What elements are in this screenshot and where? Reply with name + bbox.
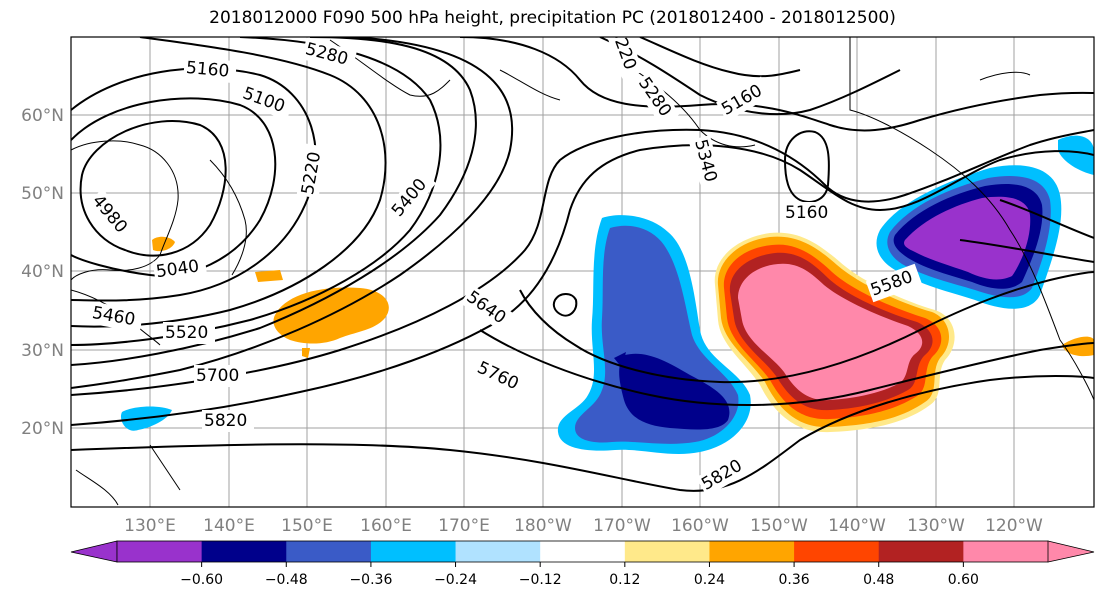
lon-label: 130°W: [907, 516, 965, 536]
colorbar-tick-label: −0.24: [434, 572, 477, 588]
colorbar-segment: [794, 541, 880, 562]
colorbar-tick-label: 0.24: [694, 572, 725, 588]
lon-label: 140°E: [203, 516, 255, 536]
height-contours: [71, 37, 1094, 492]
colorbar-segment: [286, 541, 372, 562]
lon-label: 160°E: [360, 516, 412, 536]
colorbar: −0.60 −0.48 −0.36 −0.24 −0.12 0.12 0.24 0.36 0.4…: [70, 540, 1095, 588]
colorbar-segment: [455, 541, 541, 562]
lon-label: 140°W: [828, 516, 886, 536]
lat-label: 50°N: [21, 184, 64, 204]
latitude-labels: 60°N 50°N 40°N 30°N 20°N: [21, 106, 64, 439]
lat-label: 30°N: [21, 341, 64, 361]
colorbar-tick-label: −0.60: [180, 572, 223, 588]
colorbar-tick-label: 0.48: [863, 572, 894, 588]
colorbar-tick-label: −0.36: [349, 572, 392, 588]
lon-label: 130°E: [124, 516, 176, 536]
colorbar-segment: [878, 541, 964, 562]
colorbar-tick-label: 0.60: [948, 572, 979, 588]
lat-label: 60°N: [21, 106, 64, 126]
colorbar-upper-extension: [1047, 540, 1095, 563]
colorbar-tick-label: −0.12: [519, 572, 562, 588]
colorbar-segment: [963, 541, 1049, 562]
longitude-labels: 130°E 140°E 150°E 160°E 170°E 180°W 170°…: [124, 516, 1043, 536]
contour-label: 5820: [204, 411, 247, 431]
colorbar-segment: [624, 541, 710, 562]
contour-label: 5520: [165, 323, 208, 343]
colorbar-tick-label: 0.12: [609, 572, 640, 588]
colorbar-outline: [116, 540, 1049, 563]
lon-label: 180°W: [514, 516, 572, 536]
colorbar-segment: [117, 541, 203, 562]
lon-label: 120°W: [985, 516, 1043, 536]
lon-label: 150°W: [750, 516, 808, 536]
colorbar-tick-label: −0.48: [265, 572, 308, 588]
colorbar-segment: [540, 541, 626, 562]
contour-label: 5160: [785, 203, 828, 223]
colorbar-segment: [709, 541, 795, 562]
map-title: 2018012000 F090 500 hPa height, precipit…: [209, 8, 896, 28]
colorbar-segment: [201, 541, 287, 562]
contour-label: 5700: [196, 366, 239, 386]
lon-label: 160°W: [671, 516, 729, 536]
precip-positive-anomaly-pacific: [714, 232, 955, 433]
contour-label: 5160: [185, 58, 230, 82]
coastlines: [71, 37, 1094, 506]
lat-label: 20°N: [21, 419, 64, 439]
lon-label: 150°E: [281, 516, 333, 536]
precip-negative-anomaly-northamerica: [876, 135, 1094, 309]
lat-label: 40°N: [21, 262, 64, 282]
lon-label: 170°E: [438, 516, 490, 536]
map-frame: [70, 36, 1095, 508]
colorbar-tick-label: 0.36: [779, 572, 810, 588]
lon-label: 170°W: [593, 516, 651, 536]
colorbar-lower-extension: [70, 540, 118, 563]
colorbar-segment: [370, 541, 457, 562]
